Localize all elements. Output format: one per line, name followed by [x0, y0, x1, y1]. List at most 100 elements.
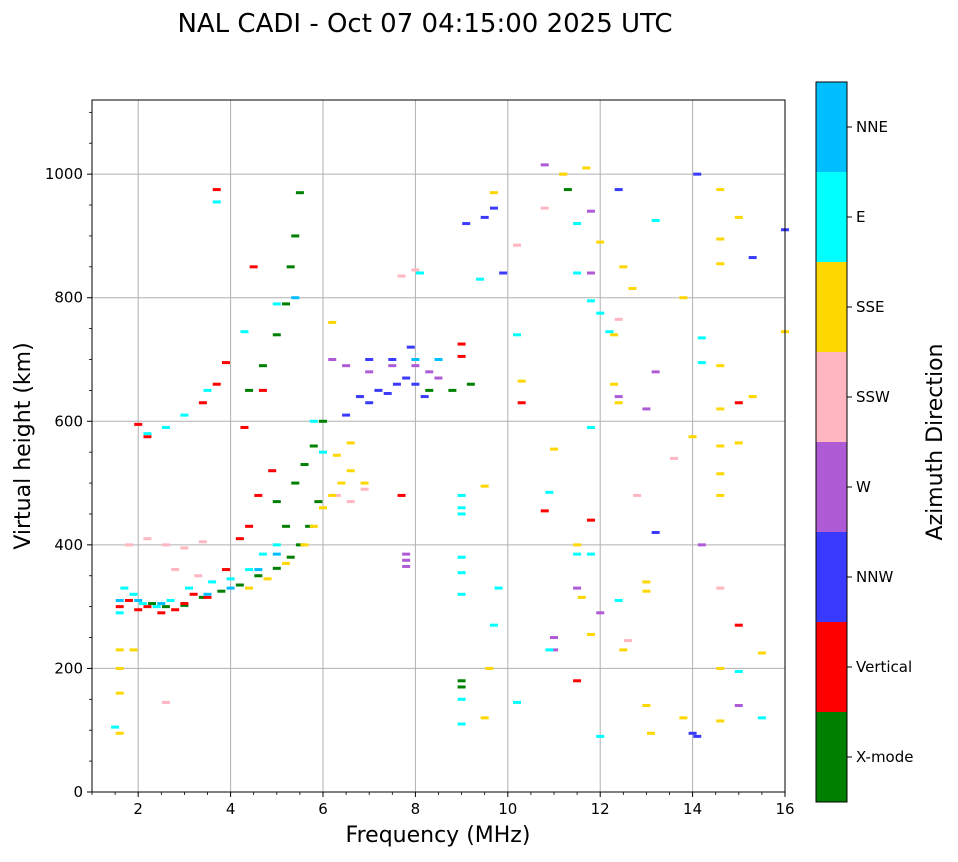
data-point-nnw: [748, 256, 757, 260]
data-point-vertical: [143, 605, 152, 609]
data-point-x-mode: [563, 188, 572, 192]
y-tick-label: 400: [54, 536, 83, 554]
data-point-sse: [550, 447, 558, 451]
data-point-e: [120, 586, 129, 590]
data-point-x-mode: [291, 234, 300, 238]
data-point-nnw: [411, 382, 420, 386]
data-point-w: [734, 704, 743, 707]
data-point-x-mode: [314, 500, 323, 504]
data-point-nne: [411, 358, 420, 361]
data-point-nnw: [374, 388, 383, 392]
data-point-nnw: [406, 345, 415, 349]
data-point-nnw: [365, 401, 374, 405]
data-point-vertical: [157, 611, 166, 615]
data-point-e: [457, 555, 466, 559]
data-point-sse: [319, 506, 327, 510]
data-point-sse: [716, 493, 725, 497]
data-point-x-mode: [272, 500, 281, 504]
data-point-x-mode: [448, 388, 457, 392]
data-point-sse: [337, 481, 346, 485]
data-point-e: [734, 670, 743, 674]
data-point-ssw: [716, 586, 725, 590]
data-point-w: [596, 611, 605, 615]
data-point-x-mode: [286, 555, 295, 559]
colorbar-tick-label: X-mode: [856, 748, 913, 766]
data-point-ssw: [143, 537, 152, 541]
data-point-ssw: [360, 487, 369, 491]
data-point-sse: [282, 561, 291, 565]
colorbar-swatch: [816, 172, 847, 262]
data-point-vertical: [540, 509, 549, 513]
data-point-nnw: [420, 395, 429, 399]
data-point-nnw: [462, 222, 471, 226]
data-point-x-mode: [466, 382, 475, 386]
data-point-sse: [734, 215, 743, 219]
data-point-vertical: [134, 422, 143, 426]
data-point-e: [416, 271, 425, 275]
data-point-nnw: [614, 188, 623, 192]
data-point-vertical: [254, 493, 263, 497]
data-point-e: [240, 330, 249, 334]
data-point-sse: [309, 524, 318, 528]
data-point-sse: [679, 296, 688, 300]
data-point-nne: [203, 592, 212, 596]
data-point-e: [203, 388, 212, 392]
data-point-w: [388, 364, 397, 368]
y-tick-label: 600: [54, 412, 83, 430]
data-point-sse: [328, 320, 337, 324]
data-point-sse: [716, 188, 725, 192]
data-point-vertical: [397, 493, 406, 497]
data-point-nnw: [365, 358, 374, 361]
data-point-x-mode: [235, 583, 244, 587]
data-point-sse: [360, 481, 369, 485]
data-point-sse: [610, 333, 619, 337]
data-point-nnw: [480, 215, 489, 219]
data-point-e: [573, 552, 582, 556]
data-point-sse: [582, 166, 591, 170]
data-points: [111, 163, 789, 738]
data-point-e: [457, 697, 466, 701]
data-point-sse: [480, 484, 489, 488]
data-point-e: [697, 336, 706, 340]
data-point-sse: [688, 435, 697, 439]
data-point-nnw: [489, 206, 498, 210]
y-tick-label: 1000: [45, 165, 83, 183]
data-point-e: [180, 413, 189, 417]
data-point-ssw: [198, 540, 207, 544]
data-point-vertical: [573, 679, 582, 683]
data-point-e: [545, 490, 554, 494]
data-point-sse: [300, 543, 309, 547]
data-point-sse: [332, 453, 341, 457]
data-point-nne: [434, 358, 443, 361]
data-point-sse: [619, 648, 628, 652]
data-point-x-mode: [291, 481, 300, 485]
colorbar-tick-label: NNE: [856, 118, 888, 136]
y-axis-label: Virtual height (km): [11, 342, 36, 549]
data-point-e: [573, 222, 582, 226]
data-point-e: [573, 271, 582, 275]
data-point-e: [212, 200, 221, 204]
data-point-ssw: [161, 700, 170, 704]
data-point-x-mode: [300, 463, 309, 467]
data-point-ssw: [332, 493, 341, 497]
data-point-nnw: [402, 376, 411, 380]
x-tick-label: 10: [498, 800, 517, 818]
data-point-e: [494, 586, 503, 590]
x-tick-label: 2: [133, 800, 143, 818]
data-point-e: [457, 571, 466, 575]
data-point-sse: [679, 716, 688, 720]
colorbar-frame: [815, 81, 848, 803]
data-point-sse: [614, 401, 623, 405]
data-point-e: [245, 568, 254, 572]
data-point-vertical: [517, 401, 526, 405]
data-point-ssw: [411, 268, 420, 272]
data-point-sse: [734, 441, 743, 445]
data-point-sse: [716, 719, 725, 723]
data-point-e: [143, 432, 152, 436]
data-point-e: [545, 648, 554, 652]
data-point-vertical: [212, 382, 221, 386]
data-point-nne: [157, 602, 166, 606]
data-point-sse: [573, 543, 582, 547]
data-point-sse: [129, 648, 138, 652]
data-point-nne: [226, 586, 235, 590]
